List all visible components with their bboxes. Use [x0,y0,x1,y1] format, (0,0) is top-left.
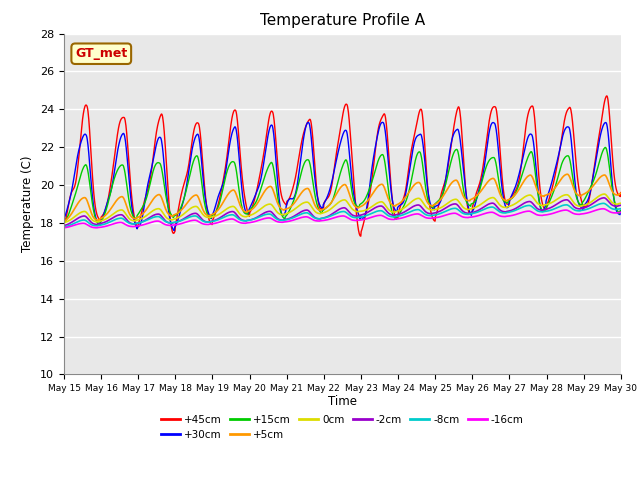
+5cm [170,212,178,217]
-2cm [60,223,68,228]
+30cm [429,206,437,212]
0cm [502,204,509,210]
+45cm [357,233,365,239]
+45cm [184,167,191,173]
+15cm [617,208,625,214]
+15cm [60,220,68,226]
+15cm [502,200,509,205]
+15cm [184,180,192,185]
-16cm [429,215,436,221]
Text: GT_met: GT_met [75,47,127,60]
+45cm [551,173,559,179]
Legend: +45cm, +30cm, +15cm, +5cm, 0cm, -2cm, -8cm, -16cm: +45cm, +30cm, +15cm, +5cm, 0cm, -2cm, -8… [157,410,528,444]
+5cm [246,208,254,214]
Title: Temperature Profile A: Temperature Profile A [260,13,425,28]
Line: 0cm: 0cm [64,194,621,223]
Line: +45cm: +45cm [64,96,621,236]
Line: +5cm: +5cm [64,174,621,221]
+5cm [502,198,509,204]
-8cm [246,217,254,223]
+15cm [602,144,609,150]
-8cm [502,210,509,216]
-8cm [60,224,68,230]
+45cm [502,200,509,205]
-16cm [502,214,509,219]
Line: -16cm: -16cm [64,209,621,228]
+30cm [617,207,625,213]
Line: +15cm: +15cm [64,147,621,225]
-2cm [184,213,191,219]
+5cm [551,186,559,192]
0cm [429,207,436,213]
+30cm [184,172,192,178]
Line: -8cm: -8cm [64,204,621,227]
0cm [60,220,68,226]
0cm [600,191,608,197]
-8cm [170,219,178,225]
+5cm [429,203,436,209]
+15cm [551,184,559,190]
0cm [617,200,625,206]
-16cm [60,225,68,231]
-8cm [617,206,625,212]
-8cm [429,213,436,218]
+45cm [617,190,625,195]
-16cm [170,222,178,228]
+30cm [171,224,179,230]
X-axis label: Time: Time [328,395,357,408]
-16cm [246,220,254,226]
+45cm [170,230,178,236]
-8cm [551,206,559,212]
+30cm [379,120,387,125]
Line: -2cm: -2cm [64,198,621,226]
0cm [246,213,254,218]
+15cm [171,213,179,218]
+30cm [502,204,510,210]
+30cm [552,165,559,171]
+15cm [429,204,437,210]
-16cm [184,218,191,224]
+30cm [60,215,68,221]
-2cm [170,220,178,226]
-16cm [551,210,559,216]
-2cm [429,210,436,216]
0cm [551,198,559,204]
-2cm [617,203,625,208]
-2cm [551,203,559,208]
0cm [184,208,191,214]
-2cm [502,209,509,215]
+15cm [96,222,104,228]
-2cm [600,195,607,201]
+45cm [60,221,68,227]
+45cm [603,93,611,99]
+5cm [617,190,625,196]
+45cm [246,209,254,215]
-16cm [599,206,607,212]
+5cm [564,171,572,177]
-8cm [184,215,191,221]
+5cm [184,199,191,205]
+30cm [246,204,254,209]
-8cm [600,201,607,206]
-16cm [617,209,625,215]
-2cm [246,217,254,223]
0cm [170,216,178,222]
Line: +30cm: +30cm [64,122,621,230]
+5cm [60,218,68,224]
+45cm [429,216,437,222]
+30cm [170,228,178,233]
+15cm [246,206,254,212]
Y-axis label: Temperature (C): Temperature (C) [22,156,35,252]
